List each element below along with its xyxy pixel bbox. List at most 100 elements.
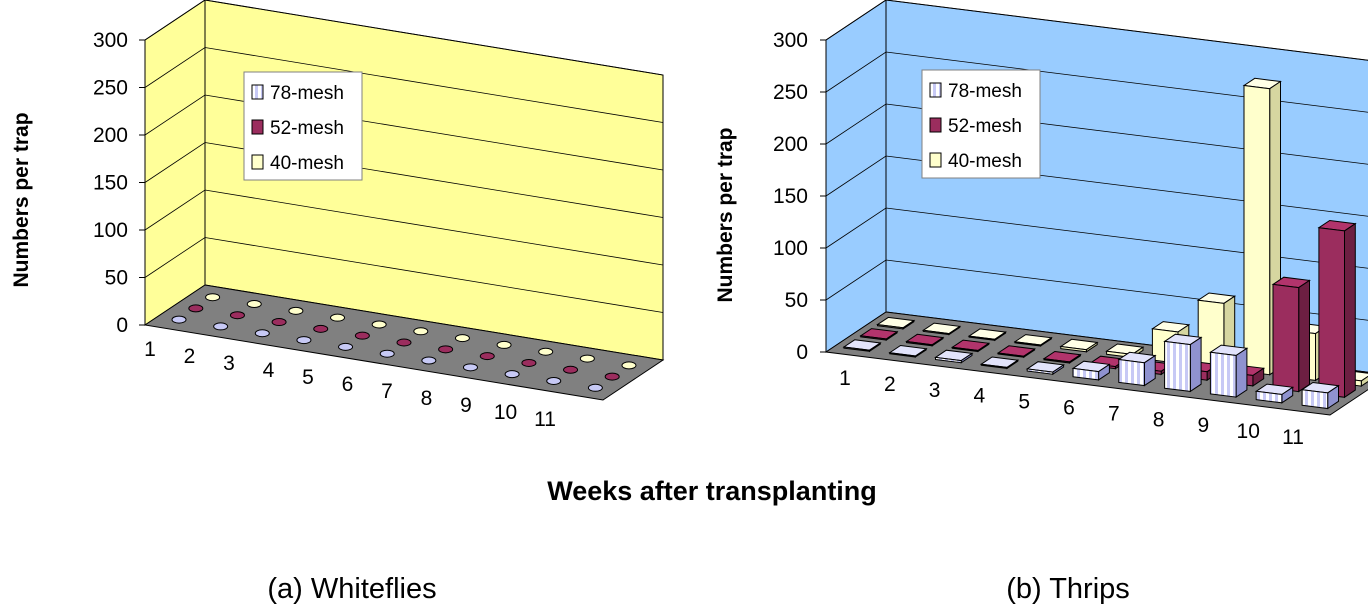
x-tick-label: 8: [1153, 408, 1165, 431]
bar-52-mesh-week-2: [229, 311, 245, 320]
bar-side: [1235, 347, 1248, 399]
bar-78-mesh-week-2: [888, 344, 928, 358]
gridline: [825, 155, 1368, 217]
bar-40-mesh-week-1: [876, 316, 916, 330]
bar-front: [1272, 283, 1300, 393]
bar-front: [1255, 390, 1283, 404]
bar-78-mesh-week-11: [1300, 381, 1340, 410]
panel-caption: (a) Whiteflies: [267, 573, 436, 605]
bar-front: [1014, 341, 1042, 347]
x-tick-label: 5: [1018, 391, 1030, 414]
bar-front: [922, 329, 950, 336]
x-tick-label: 11: [534, 408, 556, 431]
bar-40-mesh-week-3: [288, 306, 304, 315]
bar-52-mesh-week-4: [996, 345, 1036, 359]
bar-52-mesh-week-1: [188, 304, 204, 313]
bar-front: [1164, 340, 1191, 392]
legend-box: [243, 71, 363, 181]
legend-label: 40-mesh: [270, 153, 344, 174]
bar-front: [1118, 358, 1145, 387]
bar-78-mesh-week-5: [338, 342, 354, 351]
bar-52-mesh-week-4: [313, 324, 329, 333]
bar-52-mesh-week-3: [950, 339, 991, 353]
bar-78-mesh-week-8: [462, 363, 478, 372]
bar-40-mesh-week-10: [579, 354, 595, 363]
legend-label: 78-mesh: [948, 81, 1022, 102]
bar-front: [889, 352, 916, 358]
zero-marker: [538, 347, 554, 356]
x-tick-label: 5: [302, 366, 314, 389]
bar-front: [1301, 389, 1329, 410]
zero-marker: [521, 358, 537, 367]
y-tick-label: 200: [93, 124, 128, 147]
zero-marker: [313, 324, 329, 333]
zero-marker: [254, 329, 270, 338]
bar-78-mesh-week-1: [171, 315, 187, 324]
gridline: [825, 0, 1368, 61]
y-tick-label: 100: [93, 219, 128, 242]
x-tick-label: 8: [421, 387, 433, 410]
gridline: [144, 237, 664, 313]
x-tick-label: 3: [929, 379, 941, 402]
legend-label: 40-mesh: [948, 151, 1022, 172]
bar-side: [1298, 279, 1310, 393]
x-tick-label: 3: [223, 352, 235, 375]
bar-78-mesh-week-11: [587, 383, 603, 392]
y-tick-label: 250: [773, 81, 808, 104]
bar-78-mesh-week-10: [546, 376, 562, 385]
bar-52-mesh-week-11: [1317, 219, 1357, 399]
bar-side: [1189, 336, 1202, 393]
bar-40-mesh-week-9: [538, 347, 554, 356]
bar-78-mesh-week-7: [421, 356, 437, 365]
bar-52-mesh-week-5: [354, 331, 370, 340]
bar-front: [1043, 358, 1071, 364]
x-tick-label: 6: [342, 373, 354, 396]
bar-78-mesh-week-6: [1071, 360, 1111, 381]
zero-marker: [421, 356, 437, 365]
zero-marker: [479, 352, 495, 361]
bar-52-mesh-week-8: [479, 352, 495, 361]
x-axis-title: Weeks after transplanting: [547, 476, 877, 506]
zero-marker: [396, 338, 412, 347]
y-tick-label: 250: [93, 77, 128, 100]
bar-52-mesh-week-5: [1042, 350, 1082, 364]
y-tick-label: 50: [105, 267, 128, 290]
legend: 78-mesh 52-mesh 40-mesh: [243, 71, 363, 181]
bar-front: [1026, 368, 1054, 375]
bar-52-mesh-week-3: [271, 318, 287, 327]
bar-40-mesh-week-5: [371, 320, 387, 329]
bar-52-mesh-week-1: [859, 328, 899, 342]
bar-front: [935, 356, 962, 364]
zero-marker: [454, 334, 470, 343]
bar-front: [860, 335, 887, 341]
bar-front: [877, 324, 904, 330]
y-axis-title: Numbers per trap: [10, 112, 33, 287]
y-tick-label: 0: [116, 314, 128, 337]
y-tick-label: 300: [93, 29, 128, 52]
panel-caption: (b) Thrips: [1006, 573, 1130, 605]
bar-front: [951, 346, 979, 353]
y-tick-label: 200: [773, 133, 808, 156]
x-tick-label: 1: [839, 367, 851, 390]
bar-78-mesh-week-9: [1209, 344, 1249, 399]
zero-marker: [246, 300, 262, 309]
bar-78-mesh-week-3: [934, 349, 974, 364]
gridline: [144, 189, 664, 266]
zero-marker: [171, 315, 187, 324]
legend-swatch-52-mesh: [929, 117, 942, 133]
bar-front: [980, 363, 1008, 369]
bar-40-mesh-week-2: [246, 300, 262, 309]
bar-52-mesh-week-2: [905, 333, 945, 347]
legend-swatch-52-mesh: [251, 119, 264, 135]
bar-78-mesh-week-6: [379, 349, 395, 358]
bar-front: [1072, 367, 1100, 381]
gridline: [144, 47, 664, 123]
legend: 78-mesh 52-mesh 40-mesh: [921, 69, 1041, 179]
bar-40-mesh-week-4: [1013, 334, 1053, 347]
bar-front: [1209, 351, 1237, 398]
bar-78-mesh-week-4: [296, 336, 312, 345]
x-tick-label: 10: [1237, 420, 1260, 443]
legend-label: 52-mesh: [270, 118, 344, 139]
zero-marker: [462, 363, 478, 372]
